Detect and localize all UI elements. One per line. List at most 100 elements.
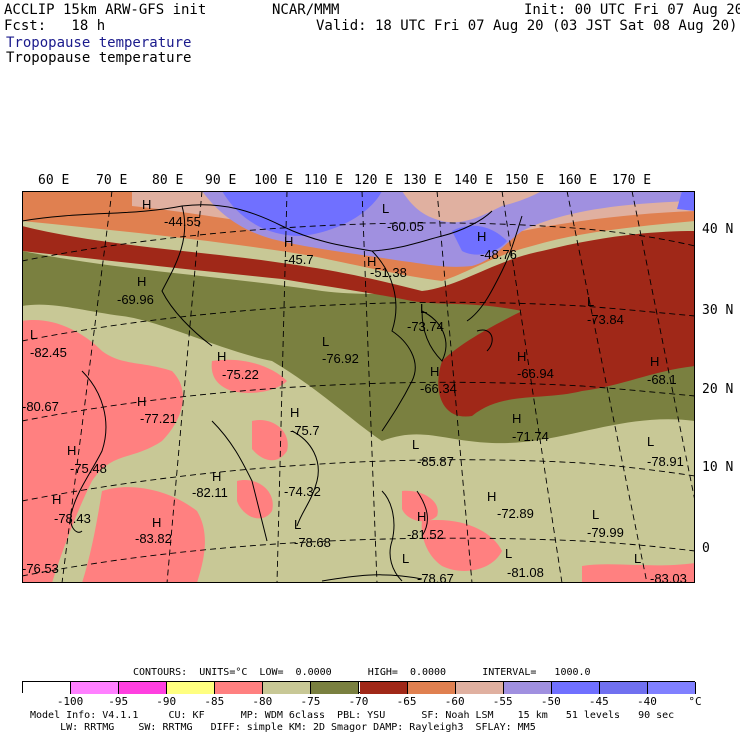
hl-marker: H [417, 509, 426, 524]
hl-value: -81.08 [507, 565, 544, 580]
hl-marker: L [322, 334, 329, 349]
hl-marker: H [217, 349, 226, 364]
organization: NCAR/MMM [272, 2, 340, 18]
color-bar-segment [263, 682, 312, 694]
hl-value: -80.67 [22, 399, 59, 414]
hl-value: -82.11 [192, 485, 228, 500]
hl-marker: H [52, 492, 61, 507]
init-time: Init: 00 UTC Fri 07 Aug 20 [524, 2, 740, 18]
hl-value: -69.96 [117, 292, 154, 307]
hl-marker: H [284, 234, 293, 249]
hl-value: -45.7 [284, 252, 314, 267]
hl-value: -78.43 [54, 511, 91, 526]
color-bar-tick-label: -100 [56, 695, 84, 708]
hl-value: -68.1 [647, 372, 677, 387]
field-title-2: Tropopause temperature [6, 50, 192, 66]
hl-value: -72.89 [497, 506, 534, 521]
hl-value: -73.84 [587, 312, 624, 327]
model-info: Model Info: V4.1.1 CU: KF MP: WDM 6class… [30, 710, 675, 721]
color-bar-segment [215, 682, 264, 694]
color-bar-segment [71, 682, 120, 694]
hl-marker: H [430, 364, 439, 379]
hl-marker: L [587, 294, 594, 309]
physics-info: LW: RRTMG SW: RRTMG DIFF: simple KM: 2D … [30, 722, 536, 733]
hl-value: -83.03 [650, 571, 687, 583]
color-bar-tick-label: -80 [252, 695, 273, 708]
lon-label: 120 E [354, 173, 394, 188]
lon-label: 60 E [38, 173, 70, 188]
hl-marker: L [382, 201, 389, 216]
hl-marker: H [142, 197, 151, 212]
color-bar-segment [647, 682, 696, 694]
color-bar-tick-label: -60 [444, 695, 465, 708]
hl-marker: L [412, 437, 419, 452]
lat-label: 30 N [702, 303, 734, 318]
tropopause-map: H -44.55 L -60.05 H -45.7 H -51.38 H -48… [22, 191, 695, 583]
hl-marker: H [290, 405, 299, 420]
lon-label: 130 E [403, 173, 443, 188]
color-bar-tick-label: -65 [396, 695, 417, 708]
hl-value: -81.52 [407, 527, 444, 542]
color-bar-segment [503, 682, 552, 694]
hl-marker: L [402, 551, 409, 566]
color-bar-segment [599, 682, 648, 694]
hl-marker: H [67, 443, 76, 458]
color-bar-tick-label: -90 [156, 695, 177, 708]
hl-value: -82.45 [30, 345, 67, 360]
hl-value: -78.68 [294, 535, 331, 550]
hl-value: -74.32 [284, 484, 321, 499]
color-bar-segment [119, 682, 168, 694]
lon-label: 160 E [558, 173, 598, 188]
hl-value: -83.82 [135, 531, 172, 546]
hl-value: -66.94 [517, 366, 554, 381]
forecast-hour: Fcst: 18 h [4, 18, 106, 34]
hl-marker: H [152, 515, 161, 530]
color-bar-tick-label: -85 [204, 695, 225, 708]
hl-value: -51.38 [370, 265, 407, 280]
color-bar-segment [455, 682, 504, 694]
hl-labels: H -44.55 L -60.05 H -45.7 H -51.38 H -48… [22, 197, 687, 583]
lon-label: 140 E [454, 173, 494, 188]
hl-value: -79.99 [587, 525, 624, 540]
color-bar-tick-label: -55 [492, 695, 513, 708]
hl-value: -73.74 [407, 319, 444, 334]
field-title-1: Tropopause temperature [6, 35, 192, 51]
color-bar-segment [551, 682, 600, 694]
color-bar-tick-label: -75 [300, 695, 321, 708]
hl-value: -76.53 [22, 561, 59, 576]
hl-value: -71.74 [512, 429, 549, 444]
color-bar-tick-label: -45 [588, 695, 609, 708]
lon-label: 100 E [254, 173, 294, 188]
hl-marker: H [367, 254, 376, 269]
hl-value: -60.05 [387, 219, 424, 234]
hl-value: -44.55 [164, 214, 201, 229]
hl-marker: H [650, 354, 659, 369]
contours-info: CONTOURS: UNITS=°C LOW= 0.0000 HIGH= 0.0… [133, 667, 591, 678]
model-title: ACCLIP 15km ARW-GFS init [4, 2, 207, 18]
hl-marker: H [512, 411, 521, 426]
lat-label: 20 N [702, 382, 734, 397]
color-bar [22, 681, 696, 694]
hl-marker: H [477, 229, 486, 244]
lon-label: 110 E [304, 173, 344, 188]
field-salmon [22, 320, 183, 583]
valid-time: Valid: 18 UTC Fri 07 Aug 20 (03 JST Sat … [316, 18, 738, 34]
hl-value: -78.91 [647, 454, 684, 469]
field-darkred [22, 226, 695, 417]
color-bar-tick-label: -70 [348, 695, 369, 708]
hl-value: -76.92 [322, 351, 359, 366]
lat-label: 40 N [702, 222, 734, 237]
lon-label: 90 E [205, 173, 237, 188]
lon-label: 80 E [152, 173, 184, 188]
color-bar-segment [167, 682, 216, 694]
hl-value: -48.76 [480, 247, 517, 262]
hl-marker: L [634, 551, 641, 566]
lon-label: 150 E [505, 173, 545, 188]
hl-value: -78.67 [417, 571, 454, 583]
hl-value: -75.22 [222, 367, 259, 382]
lon-label: 70 E [96, 173, 128, 188]
map-frame [22, 191, 695, 583]
hl-marker: L [505, 546, 512, 561]
hl-marker: H [137, 394, 146, 409]
hl-marker: L [647, 434, 654, 449]
